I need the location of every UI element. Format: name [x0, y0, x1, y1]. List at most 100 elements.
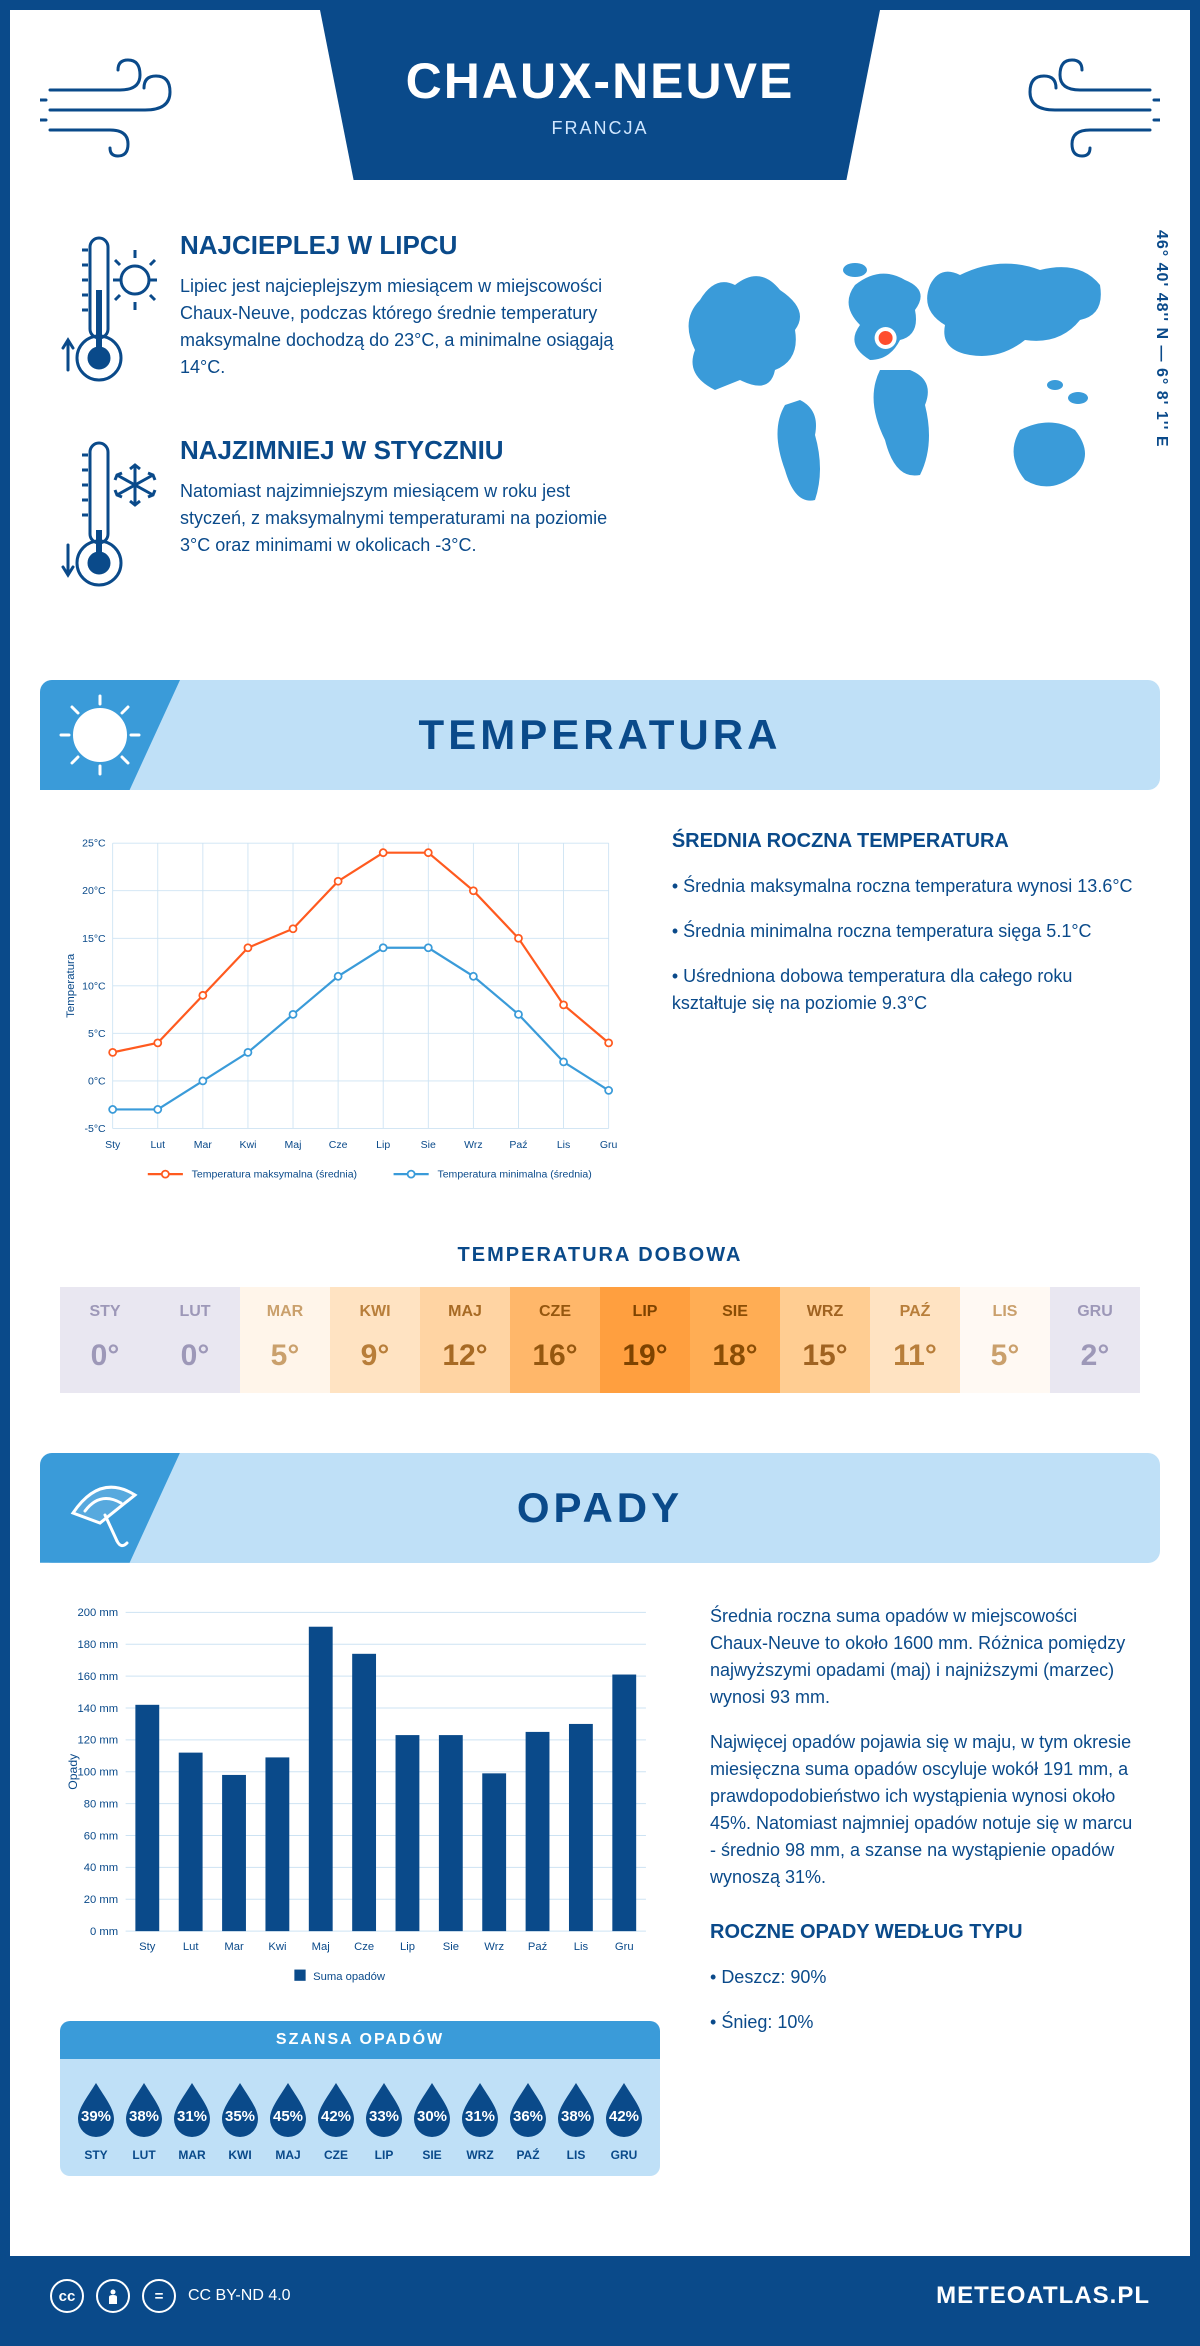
- rain-drop: 31%MAR: [168, 2079, 216, 2162]
- by-icon: [96, 2279, 130, 2313]
- svg-text:42%: 42%: [609, 2108, 639, 2125]
- daily-cell: MAR5°: [240, 1287, 330, 1393]
- drop-month: PAŹ: [504, 2148, 552, 2162]
- daily-month: MAJ: [420, 1303, 510, 1321]
- rain-drop: 38% LIS: [552, 2079, 600, 2162]
- by-type-list: Deszcz: 90%Śnieg: 10%: [710, 1964, 1140, 2036]
- svg-text:Gru: Gru: [615, 1941, 634, 1953]
- daily-cell: WRZ15°: [780, 1287, 870, 1393]
- rain-drop: 39%STY: [72, 2079, 120, 2162]
- summary-list: Średnia maksymalna roczna temperatura wy…: [672, 873, 1140, 1017]
- svg-text:Lis: Lis: [557, 1139, 570, 1151]
- daily-cell: CZE16°: [510, 1287, 600, 1393]
- rain-drop: 30% SIE: [408, 2079, 456, 2162]
- world-map: 46° 40' 48'' N — 6° 8' 1'' E: [660, 230, 1140, 640]
- coordinates: 46° 40' 48'' N — 6° 8' 1'' E: [1152, 230, 1170, 448]
- daily-temp-title: TEMPERATURA DOBOWA: [10, 1244, 1190, 1267]
- by-type-title: ROCZNE OPADY WEDŁUG TYPU: [710, 1921, 1140, 1944]
- precip-summary: Średnia roczna suma opadów w miejscowośc…: [710, 1603, 1140, 2177]
- thermometer-hot-icon: [60, 230, 160, 395]
- daily-month: LIS: [960, 1303, 1050, 1321]
- precip-paragraphs: Średnia roczna suma opadów w miejscowośc…: [710, 1603, 1140, 1891]
- svg-text:45%: 45%: [273, 2108, 303, 2125]
- license: cc = CC BY-ND 4.0: [50, 2279, 291, 2313]
- svg-text:120 mm: 120 mm: [77, 1734, 118, 1746]
- drop-month: LIS: [552, 2148, 600, 2162]
- section-banner-precip: OPADY: [40, 1453, 1160, 1563]
- drop-month: CZE: [312, 2148, 360, 2162]
- fact-coldest: NAJZIMNIEJ W STYCZNIU Natomiast najzimni…: [60, 435, 630, 600]
- svg-text:31%: 31%: [177, 2108, 207, 2125]
- daily-value: 11°: [870, 1339, 960, 1373]
- svg-text:38%: 38%: [561, 2108, 591, 2125]
- daily-month: GRU: [1050, 1303, 1140, 1321]
- precip-paragraph: Najwięcej opadów pojawia się w maju, w t…: [710, 1729, 1140, 1891]
- svg-text:Wrz: Wrz: [464, 1139, 483, 1151]
- precip-chart: 0 mm20 mm40 mm60 mm80 mm100 mm120 mm140 …: [60, 1603, 660, 1997]
- page: CHAUX-NEUVE FRANCJA: [0, 0, 1200, 2346]
- map-svg: [660, 230, 1140, 530]
- svg-text:Paź: Paź: [528, 1941, 548, 1953]
- country-subtitle: FRANCJA: [551, 118, 648, 139]
- svg-text:Temperatura minimalna (średnia: Temperatura minimalna (średnia): [437, 1169, 591, 1181]
- daily-cell: STY0°: [60, 1287, 150, 1393]
- svg-text:Paź: Paź: [509, 1139, 527, 1151]
- svg-text:30%: 30%: [417, 2108, 447, 2125]
- svg-text:10°C: 10°C: [82, 980, 106, 992]
- fact-title: NAJZIMNIEJ W STYCZNIU: [180, 435, 630, 466]
- rain-drop: 36% PAŹ: [504, 2079, 552, 2162]
- svg-text:Opady: Opady: [66, 1753, 80, 1790]
- svg-text:Lut: Lut: [183, 1941, 200, 1953]
- summary-title: ŚREDNIA ROCZNA TEMPERATURA: [672, 830, 1140, 853]
- fact-body: NAJCIEPLEJ W LIPCU Lipiec jest najcieple…: [180, 230, 630, 395]
- daily-value: 5°: [240, 1339, 330, 1373]
- rain-drop: 38%LUT: [120, 2079, 168, 2162]
- chance-body: 39%STY38%LUT31%MAR35%KWI45%MAJ42%CZE33%L…: [60, 2059, 660, 2176]
- daily-value: 9°: [330, 1339, 420, 1373]
- daily-month: WRZ: [780, 1303, 870, 1321]
- daily-value: 12°: [420, 1339, 510, 1373]
- svg-text:Lut: Lut: [150, 1139, 165, 1151]
- svg-text:20 mm: 20 mm: [84, 1894, 118, 1906]
- summary-bullet: Średnia maksymalna roczna temperatura wy…: [672, 873, 1140, 900]
- svg-text:33%: 33%: [369, 2108, 399, 2125]
- temperature-row: -5°C0°C5°C10°C15°C20°C25°CStyLutMarKwiMa…: [10, 830, 1190, 1244]
- location-title: CHAUX-NEUVE: [406, 52, 795, 110]
- drop-month: GRU: [600, 2148, 648, 2162]
- daily-value: 5°: [960, 1339, 1050, 1373]
- svg-text:39%: 39%: [81, 2108, 111, 2125]
- svg-text:Sie: Sie: [421, 1139, 436, 1151]
- daily-cell: GRU 2°: [1050, 1287, 1140, 1393]
- rain-drop: 35%KWI: [216, 2079, 264, 2162]
- chance-title: SZANSA OPADÓW: [60, 2021, 660, 2059]
- cc-icon: cc: [50, 2279, 84, 2313]
- daily-month: SIE: [690, 1303, 780, 1321]
- svg-text:25°C: 25°C: [82, 838, 106, 850]
- svg-text:5°C: 5°C: [88, 1028, 106, 1040]
- precip-row: 0 mm20 mm40 mm60 mm80 mm100 mm120 mm140 …: [10, 1603, 1190, 2217]
- rain-drop: 33% LIP: [360, 2079, 408, 2162]
- svg-text:36%: 36%: [513, 2108, 543, 2125]
- daily-value: 0°: [60, 1339, 150, 1373]
- header: CHAUX-NEUVE FRANCJA: [10, 10, 1190, 210]
- license-text: CC BY-ND 4.0: [188, 2287, 291, 2305]
- facts-column: NAJCIEPLEJ W LIPCU Lipiec jest najcieple…: [60, 230, 630, 640]
- svg-text:Lip: Lip: [400, 1941, 415, 1953]
- svg-text:Maj: Maj: [312, 1941, 330, 1953]
- svg-text:180 mm: 180 mm: [77, 1639, 118, 1651]
- temperature-summary: ŚREDNIA ROCZNA TEMPERATURA Średnia maksy…: [672, 830, 1140, 1204]
- daily-month: KWI: [330, 1303, 420, 1321]
- footer: cc = CC BY-ND 4.0 METEOATLAS.PL: [10, 2256, 1190, 2336]
- drop-month: SIE: [408, 2148, 456, 2162]
- wind-icon: [1010, 50, 1160, 160]
- svg-text:Gru: Gru: [600, 1139, 618, 1151]
- daily-value: 2°: [1050, 1339, 1140, 1373]
- thermometer-cold-icon: [60, 435, 160, 600]
- type-bullet: Deszcz: 90%: [710, 1964, 1140, 1991]
- svg-text:Sie: Sie: [443, 1941, 459, 1953]
- rain-drop: 42%CZE: [312, 2079, 360, 2162]
- sun-icon: [55, 690, 145, 780]
- drop-month: LIP: [360, 2148, 408, 2162]
- section-banner-temperature: TEMPERATURA: [40, 680, 1160, 790]
- svg-text:Sty: Sty: [139, 1941, 156, 1953]
